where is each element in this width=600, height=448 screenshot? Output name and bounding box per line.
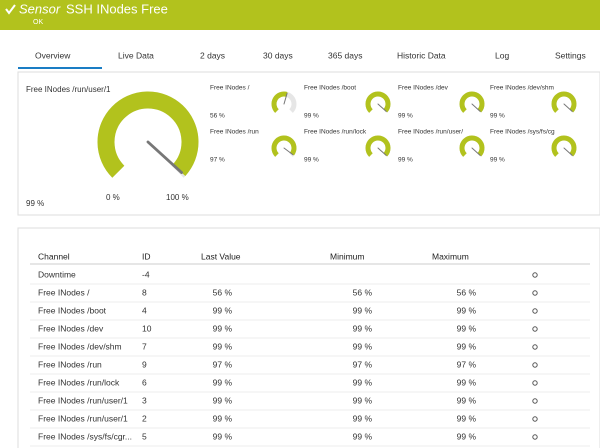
- cell-min: 99 %: [353, 341, 373, 351]
- cell-max: 99 %: [457, 305, 477, 315]
- column-header: Last Value: [201, 251, 241, 261]
- column-header: Channel: [38, 251, 70, 261]
- cell-max: 99 %: [457, 431, 477, 441]
- cell-last: 99 %: [213, 377, 233, 387]
- gauge-title: Free INodes /boot: [304, 85, 356, 92]
- gauge-value-label: 99 %: [490, 157, 505, 164]
- scale-max: 100 %: [166, 193, 189, 202]
- tab[interactable]: Overview: [35, 50, 71, 60]
- tab[interactable]: 2 days: [200, 50, 225, 60]
- cell-max: 99 %: [457, 413, 477, 423]
- cell-channel: Downtime: [38, 269, 76, 279]
- cell-id: 4: [142, 305, 147, 315]
- cell-last: 99 %: [213, 323, 233, 333]
- gauge-title: Free INodes /dev: [398, 85, 449, 92]
- tab[interactable]: Historic Data: [397, 50, 446, 60]
- cell-channel: Free INodes /boot: [38, 305, 107, 315]
- column-header: ID: [142, 251, 151, 261]
- cell-min: 99 %: [353, 323, 373, 333]
- cell-max: 56 %: [457, 287, 477, 297]
- cell-channel: Free INodes /sys/fs/cgr...: [38, 431, 132, 441]
- cell-last: 99 %: [213, 341, 233, 351]
- cell-last: 97 %: [213, 359, 233, 369]
- tab[interactable]: Log: [495, 50, 509, 60]
- gauge-title: Free INodes /run/user/1: [26, 85, 111, 94]
- column-header: Maximum: [432, 251, 469, 261]
- sensor-title: SSH INodes Free: [66, 1, 168, 16]
- cell-last: 99 %: [213, 305, 233, 315]
- gauge-title: Free INodes /dev/shm: [490, 85, 554, 92]
- cell-id: -4: [142, 269, 150, 279]
- cell-channel: Free INodes /run: [38, 359, 102, 369]
- cell-id: 8: [142, 287, 147, 297]
- status: OK: [33, 19, 43, 26]
- gauge-title: Free INodes /run/user/: [398, 129, 463, 136]
- cell-id: 10: [142, 323, 152, 333]
- cell-min: 99 %: [353, 395, 373, 405]
- tab[interactable]: 365 days: [328, 50, 363, 60]
- cell-max: 99 %: [457, 323, 477, 333]
- cell-max: 97 %: [457, 359, 477, 369]
- cell-id: 3: [142, 395, 147, 405]
- cell-max: 99 %: [457, 341, 477, 351]
- gauge-value-label: 99 %: [26, 199, 44, 208]
- cell-id: 6: [142, 377, 147, 387]
- cell-channel: Free INodes /run/user/1: [38, 395, 128, 405]
- gauge-value-label: 99 %: [398, 157, 413, 164]
- gauge-value-label: 56 %: [210, 113, 225, 120]
- cell-id: 9: [142, 359, 147, 369]
- cell-min: 99 %: [353, 377, 373, 387]
- gauge-title: Free INodes /run: [210, 129, 259, 136]
- cell-min: 99 %: [353, 431, 373, 441]
- gauge-value-label: 99 %: [490, 113, 505, 120]
- gauge-title: Free INodes /run/lock: [304, 129, 367, 136]
- cell-last: 99 %: [213, 431, 233, 441]
- gauge-title: Free INodes /sys/fs/cg: [490, 129, 555, 136]
- tab[interactable]: Settings: [555, 50, 586, 60]
- cell-channel: Free INodes /dev/shm: [38, 341, 122, 351]
- cell-last: 99 %: [213, 413, 233, 423]
- cell-last: 56 %: [213, 287, 233, 297]
- cell-channel: Free INodes /run/lock: [38, 377, 120, 387]
- cell-id: 5: [142, 431, 147, 441]
- cell-max: 99 %: [457, 395, 477, 405]
- cell-id: 2: [142, 413, 147, 423]
- cell-min: 56 %: [353, 287, 373, 297]
- gauge-value-label: 99 %: [398, 113, 413, 120]
- gauge-value-label: 99 %: [304, 157, 319, 164]
- cell-last: 99 %: [213, 395, 233, 405]
- gauge-value-label: 99 %: [304, 113, 319, 120]
- scale-min: 0 %: [106, 193, 120, 202]
- tab[interactable]: Live Data: [118, 50, 154, 60]
- sensor-label: Sensor: [19, 1, 61, 16]
- cell-min: 99 %: [353, 305, 373, 315]
- cell-min: 99 %: [353, 413, 373, 423]
- cell-id: 7: [142, 341, 147, 351]
- gauge-value-label: 97 %: [210, 157, 225, 164]
- cell-channel: Free INodes /: [38, 287, 90, 297]
- cell-min: 97 %: [353, 359, 373, 369]
- tab[interactable]: 30 days: [263, 50, 293, 60]
- column-header: Minimum: [330, 251, 364, 261]
- cell-channel: Free INodes /dev: [38, 323, 104, 333]
- cell-max: 99 %: [457, 377, 477, 387]
- gauge-title: Free INodes /: [210, 85, 250, 92]
- cell-channel: Free INodes /run/user/1: [38, 413, 128, 423]
